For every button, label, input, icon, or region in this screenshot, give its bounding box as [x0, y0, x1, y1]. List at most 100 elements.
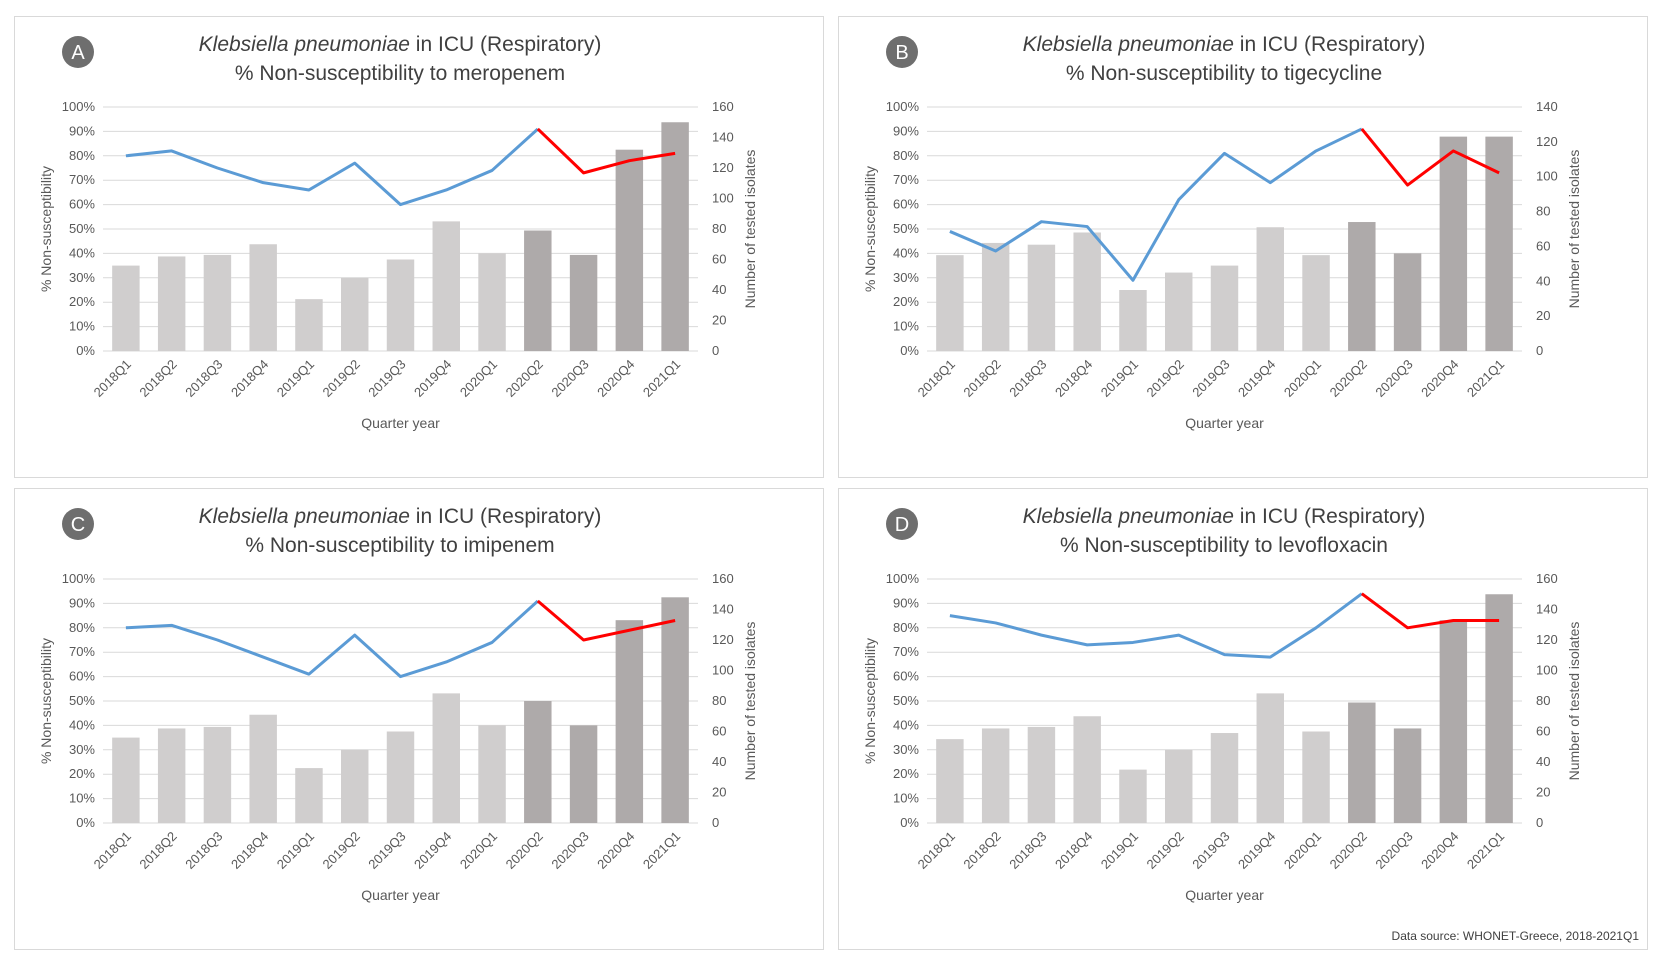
- right-axis-tick: 20: [1536, 308, 1550, 323]
- bar-tested-isolates: [341, 277, 369, 351]
- bar-tested-isolates: [1073, 716, 1101, 823]
- panel-badge-circle: [886, 508, 918, 540]
- x-category-label: 2019Q2: [1144, 357, 1187, 400]
- bar-tested-isolates: [936, 255, 964, 351]
- bar-tested-isolates: [569, 254, 598, 351]
- x-category-label: 2020Q1: [1281, 829, 1324, 872]
- x-category-label: 2019Q4: [1235, 829, 1278, 872]
- line-non-susceptibility-blue: [125, 127, 539, 207]
- bar-tested-isolates: [1256, 227, 1284, 351]
- left-axis-tick: 90%: [893, 123, 919, 138]
- panel-badge-letter: A: [71, 42, 85, 64]
- x-category-label: 2018Q2: [136, 357, 179, 400]
- bar-tested-isolates: [157, 728, 186, 823]
- x-category-label: 2018Q3: [182, 357, 225, 400]
- right-axis-tick: 120: [1536, 134, 1558, 149]
- bar-tested-isolates: [203, 726, 232, 823]
- x-category-label: 2019Q1: [1098, 357, 1141, 400]
- x-category-label: 2020Q4: [1418, 829, 1461, 872]
- right-axis-tick: 100: [712, 663, 734, 678]
- left-axis-title: % Non-susceptibility: [862, 638, 878, 764]
- bar-tested-isolates: [478, 725, 506, 823]
- left-axis-tick: 40%: [893, 717, 919, 732]
- x-category-label: 2018Q1: [91, 357, 134, 400]
- right-axis-title: Number of tested isolates: [742, 622, 758, 781]
- bar-tested-isolates: [569, 725, 598, 823]
- x-category-label: 2018Q2: [960, 829, 1003, 872]
- right-axis-tick: 100: [1536, 663, 1558, 678]
- x-category-label: 2019Q2: [1144, 829, 1187, 872]
- bar-tested-isolates: [615, 149, 644, 351]
- x-category-label: 2018Q4: [228, 357, 271, 400]
- x-category-label: 2020Q2: [1327, 357, 1370, 400]
- data-source-note: Data source: WHONET-Greece, 2018-2021Q1: [1391, 929, 1639, 943]
- x-category-label: 2020Q2: [503, 829, 546, 872]
- right-axis-tick: 120: [1536, 632, 1558, 647]
- left-axis-tick: 30%: [69, 270, 95, 285]
- right-axis-tick: 60: [1536, 724, 1550, 739]
- right-axis-tick: 0: [712, 815, 719, 830]
- left-axis-tick: 0%: [900, 343, 919, 358]
- bar-tested-isolates: [478, 253, 506, 351]
- x-category-label: 2020Q3: [1372, 357, 1415, 400]
- x-category-label: 2019Q2: [320, 357, 363, 400]
- right-axis-tick: 160: [1536, 571, 1558, 586]
- left-axis-tick: 0%: [76, 343, 95, 358]
- bar-tested-isolates: [1302, 255, 1330, 351]
- left-axis-tick: 20%: [893, 294, 919, 309]
- x-category-label: 2018Q3: [1006, 357, 1049, 400]
- x-category-label: 2019Q1: [1098, 829, 1141, 872]
- bar-tested-isolates: [661, 122, 689, 351]
- x-category-label: 2019Q3: [1189, 829, 1232, 872]
- bar-tested-isolates: [661, 597, 689, 823]
- line-non-susceptibility-red: [536, 599, 676, 642]
- chart-title-species: Klebsiella pneumoniae: [199, 505, 410, 528]
- left-axis-tick: 100%: [62, 571, 96, 586]
- x-category-label: 2019Q1: [274, 357, 317, 400]
- bar-tested-isolates: [1348, 702, 1376, 823]
- left-axis-tick: 10%: [893, 791, 919, 806]
- left-axis-tick: 30%: [893, 270, 919, 285]
- line-non-susceptibility-red: [536, 127, 676, 175]
- line-non-susceptibility-blue: [125, 599, 539, 679]
- chart-title: Klebsiella pneumoniae in ICU (Respirator…: [199, 33, 602, 56]
- right-axis-title: Number of tested isolates: [1566, 150, 1582, 309]
- left-axis-tick: 40%: [69, 245, 95, 260]
- bar-tested-isolates: [1073, 232, 1101, 351]
- left-axis-tick: 80%: [69, 620, 95, 635]
- x-category-label: 2019Q3: [1189, 357, 1232, 400]
- right-axis-tick: 60: [712, 724, 726, 739]
- right-axis-tick: 100: [1536, 169, 1558, 184]
- left-axis-tick: 40%: [893, 245, 919, 260]
- chart-subtitle: % Non-susceptibility to meropenem: [235, 62, 565, 85]
- left-axis-tick: 30%: [69, 742, 95, 757]
- right-axis-tick: 100: [712, 191, 734, 206]
- bar-tested-isolates: [1119, 290, 1147, 351]
- chart-svg-tigecycline: B Klebsiella pneumoniae in ICU (Respirato…: [862, 33, 1582, 431]
- left-axis-tick: 0%: [900, 815, 919, 830]
- right-axis-tick: 20: [712, 313, 726, 328]
- bar-tested-isolates: [249, 714, 277, 823]
- chart-title: Klebsiella pneumoniae in ICU (Respirator…: [199, 505, 602, 528]
- right-axis-tick: 20: [712, 785, 726, 800]
- bar-tested-isolates: [1393, 253, 1422, 351]
- right-axis-tick: 120: [712, 160, 734, 175]
- right-axis-tick: 0: [1536, 815, 1543, 830]
- chart-subtitle: % Non-susceptibility to tigecycline: [1066, 62, 1382, 85]
- x-category-label: 2018Q4: [228, 829, 271, 872]
- x-category-label: 2020Q3: [548, 829, 591, 872]
- chart-title-setting: in ICU (Respiratory): [1234, 33, 1425, 56]
- x-category-label: 2018Q3: [1006, 829, 1049, 872]
- chart-title: Klebsiella pneumoniae in ICU (Respirator…: [1023, 505, 1426, 528]
- x-category-label: 2020Q4: [1418, 357, 1461, 400]
- bar-tested-isolates: [295, 299, 323, 351]
- left-axis-tick: 50%: [893, 693, 919, 708]
- bar-tested-isolates: [1027, 726, 1056, 823]
- bar-tested-isolates: [203, 254, 232, 351]
- x-category-label: 2019Q1: [274, 829, 317, 872]
- right-axis-title: Number of tested isolates: [742, 150, 758, 309]
- left-axis-title: % Non-susceptibility: [862, 166, 878, 292]
- right-axis-tick: 40: [712, 754, 726, 769]
- chart-panel-levofloxacin: D Klebsiella pneumoniae in ICU (Respirato…: [838, 488, 1648, 950]
- chart-title-species: Klebsiella pneumoniae: [1023, 33, 1234, 56]
